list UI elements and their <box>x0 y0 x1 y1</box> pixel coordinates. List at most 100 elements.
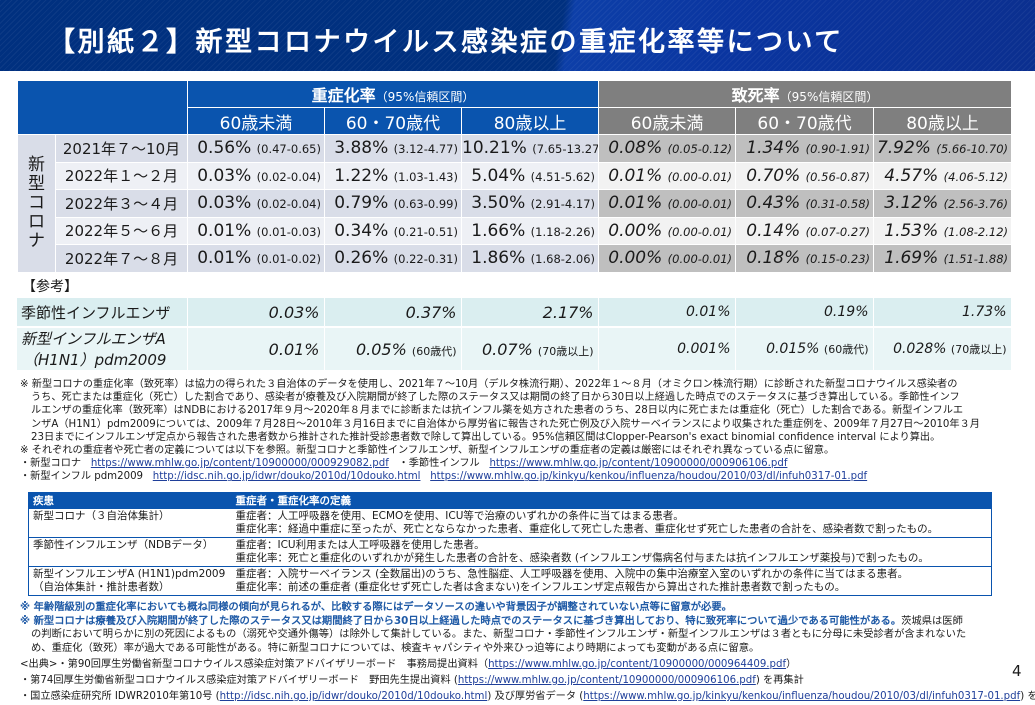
confidence-interval: (0.56-0.87) <box>805 169 871 184</box>
footnote-line: ルエンザの重症化率（致死率）はNDBにおける2017年９月～2020年８月までに… <box>31 405 964 417</box>
reference-row-pandemic-flu: 新型インフルエンザA （H1N1）pdm2009 0.01% 0.05% (60歳… <box>17 327 1012 372</box>
link-source-idwr[interactable]: http://idsc.nih.go.jp/idwr/douko/2010d/1… <box>219 691 488 702</box>
rate-value: 5.04% <box>471 165 526 186</box>
link-source-mhlw-data[interactable]: https://www.mhlw.go.jp/kinkyu/kenkou/inf… <box>583 691 1021 702</box>
confidence-interval: (0.05-0.12) <box>667 142 733 157</box>
link-idwr[interactable]: http://idsc.nih.go.jp/idwr/douko/2010d/1… <box>152 471 421 483</box>
rate-value: 0.26% <box>334 248 389 269</box>
reference-value: 0.19% <box>735 298 874 328</box>
severe-rate-cell: 0.03% (0.02-0.04) <box>187 189 325 218</box>
confidence-interval: (2.56-3.76) <box>943 197 1009 212</box>
confidence-interval: (0.02-0.04) <box>256 197 321 212</box>
title-bar: 【別紙２】新型コロナウイルス感染症の重症化率等について <box>0 0 1035 71</box>
reference-table: 季節性インフルエンザ 0.03% 0.37% 2.17% 0.01% 0.19%… <box>17 298 1012 372</box>
rate-value: 4.57% <box>884 165 939 186</box>
period-label: 2022年７～８月 <box>55 244 188 273</box>
fatality-rate-cell: 1.69% (1.51-1.88) <box>873 244 1013 273</box>
confidence-interval: (1.51-1.88) <box>943 252 1009 267</box>
link-mhlw-infuh[interactable]: https://www.mhlw.go.jp/kinkyu/kenkou/inf… <box>430 471 868 483</box>
fatality-rate-cell: 0.14% (0.07-0.27) <box>735 216 875 245</box>
reference-row-seasonal-flu: 季節性インフルエンザ 0.03% 0.37% 2.17% 0.01% 0.19%… <box>17 298 1012 328</box>
link-source-90th-board[interactable]: https://www.mhlw.go.jp/content/10900000/… <box>488 659 787 670</box>
fatality-rate-cell: 0.70% (0.56-0.87) <box>735 161 875 190</box>
header-age-under60-severe: 60歳未満 <box>187 107 325 135</box>
severe-rate-cell: 1.66% (1.18-2.26) <box>460 216 600 245</box>
definitions-row: 季節性インフルエンザ（NDBデータ） 重症者：ICU利用または人工呼吸器を使用し… <box>28 537 992 567</box>
footnote-line: ※ それぞれの重症者や死亡者の定義については以下を参照。新型コロナと季節性インフ… <box>20 445 835 457</box>
caution-line: ※ 新型コロナは療養及び入院期間が終了した際のステータス又は期間終了日から30日… <box>20 614 963 627</box>
severe-rate-cell: 0.01% (0.01-0.03) <box>187 216 325 245</box>
reference-value: 0.015% (60歳代) <box>735 327 874 372</box>
definitions-text: 重症者：人工呼吸器を使用、ECMOを使用、ICU等で治療のいずれかの条件に当ては… <box>231 508 992 538</box>
rate-value: 0.43% <box>746 193 801 214</box>
caution-notes: ※ 年齢階級別の重症化率においても概ね同様の傾向が見られるが、比較する際にはデー… <box>20 601 1030 655</box>
confidence-interval: (0.90-1.91) <box>805 142 871 157</box>
confidence-interval: (0.00-0.01) <box>667 224 733 239</box>
page-title: 【別紙２】新型コロナウイルス感染症の重症化率等について <box>48 27 844 58</box>
reference-value: 0.37% <box>324 298 462 328</box>
confidence-interval: (3.12-4.77) <box>393 142 458 157</box>
severe-rate-cell: 0.01% (0.01-0.02) <box>187 244 325 273</box>
page-number: 4 <box>1012 662 1022 680</box>
confidence-interval: (0.00-0.01) <box>667 169 733 184</box>
table-row: 2022年７～８月 0.01% (0.01-0.02) 0.26% (0.22-0.… <box>18 244 1013 273</box>
side-label-covid: 新型コロナ <box>17 134 56 273</box>
confidence-interval: (0.00-0.01) <box>667 197 733 212</box>
fatality-rate-cell: 0.08% (0.05-0.12) <box>598 134 737 163</box>
rate-value: 0.03% <box>197 193 252 214</box>
fatality-rate-cell: 0.00% (0.00-0.01) <box>598 244 737 273</box>
reference-name: 新型インフルエンザA （H1N1）pdm2009 <box>17 327 188 372</box>
reference-value: 0.07% (70歳以上) <box>461 327 599 372</box>
confidence-interval: (1.03-1.43) <box>393 169 458 184</box>
severe-rate-cell: 0.03% (0.02-0.04) <box>187 161 325 190</box>
link-seasonal-flu-definition[interactable]: https://www.mhlw.go.jp/content/10900000/… <box>489 458 788 470</box>
fatality-rate-cell: 0.01% (0.00-0.01) <box>598 189 737 218</box>
header-age-60-70s-severe: 60・70歳代 <box>324 107 462 135</box>
footnote-line: 23日までにインフルエンザ定点から報告された患者数から推計された推計受診患者数で… <box>31 431 941 443</box>
confidence-interval: (0.15-0.23) <box>805 252 871 267</box>
definitions-row: 新型コロナ（３自治体集計） 重症者：人工呼吸器を使用、ECMOを使用、ICU等で… <box>28 508 992 538</box>
header-age-under60-fatal: 60歳未満 <box>598 107 737 135</box>
definitions-disease: 季節性インフルエンザ（NDBデータ） <box>28 537 232 567</box>
rate-value: 0.56% <box>197 138 252 159</box>
rate-value: 1.66% <box>471 220 526 241</box>
sources: <出典>・第90回厚生労働省新型コロナウイルス感染症対策アドバイザリーボード 事… <box>20 657 1035 705</box>
rate-value: 7.92% <box>876 138 931 159</box>
footnotes: ※ 新型コロナの重症化率（致死率）は協力の得られた３自治体のデータを使用し、20… <box>20 378 1030 484</box>
confidence-interval: (0.47-0.65) <box>256 142 321 157</box>
confidence-interval: (1.68-2.06) <box>530 252 596 267</box>
link-source-74th-board[interactable]: https://www.mhlw.go.jp/content/10900000/… <box>457 675 756 686</box>
rate-value: 1.22% <box>334 165 389 186</box>
header-fatality-rate: 致死率（95%信頼区間） <box>598 80 1013 108</box>
rate-value: 0.01% <box>608 165 663 186</box>
confidence-interval: (0.01-0.03) <box>256 224 321 239</box>
link-covid-definition[interactable]: https://www.mhlw.go.jp/content/10900000/… <box>90 458 389 470</box>
caution-line: め、重症化（致死）率が過大である可能性がある。特に新型コロナについては、検査キャ… <box>31 641 760 654</box>
confidence-interval: (0.02-0.04) <box>256 169 321 184</box>
severe-rate-cell: 0.26% (0.22-0.31) <box>324 244 462 273</box>
definitions-table: 疾患 重症者・重症化率の定義 新型コロナ（３自治体集計） 重症者：人工呼吸器を使… <box>28 492 992 596</box>
definitions-header-definition: 重症者・重症化率の定義 <box>231 492 992 509</box>
severe-rate-cell: 0.34% (0.21-0.51) <box>324 216 462 245</box>
confidence-interval: (0.00-0.01) <box>667 252 733 267</box>
rate-value: 3.50% <box>471 193 526 214</box>
severe-rate-cell: 1.86% (1.68-2.06) <box>460 244 600 273</box>
reference-value: 0.05% (60歳代) <box>324 327 462 372</box>
confidence-interval: (1.18-2.26) <box>530 224 596 239</box>
severe-rate-cell: 10.21% (7.65-13.27) <box>460 134 600 163</box>
definitions-header-disease: 疾患 <box>28 492 232 509</box>
confidence-interval: (4.51-5.62) <box>530 169 596 184</box>
source-line: ・国立感染症研究所 IDWR2010年第10号 (http://idsc.nih… <box>20 691 1035 702</box>
fatality-rate-cell: 1.53% (1.08-2.12) <box>873 216 1013 245</box>
fatality-rate-cell: 3.12% (2.56-3.76) <box>873 189 1013 218</box>
confidence-interval: (0.07-0.27) <box>805 224 871 239</box>
definitions-row: 新型インフルエンザA (H1N1)pdm2009 （自治体集計・推計患者数） 重症… <box>28 566 992 596</box>
rate-value: 0.03% <box>197 165 252 186</box>
rate-value: 10.21% <box>462 138 527 159</box>
reference-value: 0.01% <box>187 327 325 372</box>
footnote-line: ンザA（H1N1）pdm2009については、2009年７月28日～2010年３月… <box>31 418 980 430</box>
reference-value: 0.01% <box>598 298 736 328</box>
period-label: 2022年１～２月 <box>55 161 188 190</box>
header-age-80plus-severe: 80歳以上 <box>460 107 600 135</box>
link-line-pandemic-flu: ・新型インフル pdm2009 http://idsc.nih.go.jp/id… <box>20 471 868 483</box>
